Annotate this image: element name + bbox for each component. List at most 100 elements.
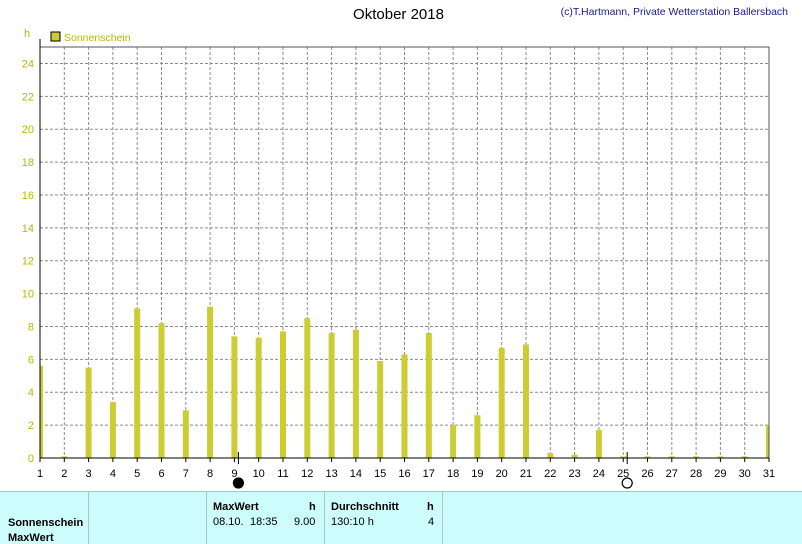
bar-day-7 [182,410,189,458]
maxwert-header: MaxWert [213,501,259,513]
bar-day-30 [741,456,748,458]
bar-day-19 [474,415,481,458]
maxwert-date: 08.10. [213,516,244,528]
y-unit-label: h [24,28,30,40]
x-tick-label: 18 [447,468,459,480]
bar-day-26 [644,456,651,458]
bar-day-14 [352,329,359,458]
y-tick-label: 14 [22,223,34,235]
x-tick-label: 7 [183,468,189,480]
copyright-text: (c)T.Hartmann, Private Wetterstation Bal… [560,6,788,18]
y-tick-label: 24 [22,58,34,70]
bar-day-5 [134,308,141,458]
x-tick-label: 9 [231,468,237,480]
full-moon-icon [621,477,633,489]
chart-bars [40,306,769,458]
maxwert-value: 9.00 [294,516,316,528]
x-tick-label: 22 [544,468,556,480]
row-label-maxwert: MaxWert [8,532,54,544]
durchschnitt-unit: h [427,501,434,513]
bar-day-28 [693,456,700,458]
x-tick-label: 30 [739,468,751,480]
y-tick-label: 10 [22,289,34,301]
x-tick-label: 25 [617,468,629,480]
legend-label: Sonnenschein [64,32,131,44]
bar-day-23 [571,454,578,458]
bar-day-27 [668,456,675,458]
chart-axes [39,39,770,462]
x-tick-label: 11 [277,468,288,480]
maxwert-time: 18:35 [250,516,278,528]
bar-day-31 [766,425,769,458]
x-tick-label: 24 [593,468,605,480]
row-label: Sonnenschein [8,517,84,529]
x-tick-label: 26 [641,468,653,480]
x-tick-label: 6 [158,468,164,480]
bar-day-11 [280,331,286,458]
y-tick-label: 4 [28,387,34,399]
bar-day-10 [255,337,262,458]
x-tick-labels: 1 2 3 4 5 6 7 8 9 10 11 12 13 14 15 16 17 18 19 20 21 22 23 24 2… [37,468,775,480]
x-tick-label: 5 [134,468,140,480]
x-tick-label: 31 [763,468,775,480]
bar-day-24 [595,430,602,458]
bar-day-21 [523,344,529,458]
x-tick-label: 12 [301,468,313,480]
y-tick-label: 6 [28,354,34,366]
y-tick-label: 8 [28,321,34,333]
x-tick-label: 21 [520,468,532,480]
bar-day-6 [158,323,165,458]
bar-day-12 [304,318,311,458]
x-tick-label: 3 [86,468,92,480]
bar-day-4 [109,402,116,458]
y-tick-label: 18 [22,157,34,169]
x-tick-label: 2 [61,468,67,480]
moon-phase-markers [232,452,633,489]
x-tick-label: 16 [398,468,410,480]
durchschnitt-count: 4 [428,516,435,528]
statistics-panel: Sonnenschein MaxWert MaxWert h 08.10. 18… [0,491,802,544]
bar-day-25 [620,456,627,458]
bar-day-16 [401,354,408,458]
bar-day-22 [547,453,554,458]
y-tick-label: 0 [28,453,34,465]
legend-swatch [50,31,61,42]
y-tick-label: 12 [22,256,34,268]
bar-day-9 [231,336,238,458]
bar-day-29 [717,456,724,458]
x-tick-label: 20 [496,468,508,480]
bar-day-13 [328,333,335,458]
y-tick-label: 20 [22,124,34,136]
bar-day-8 [207,306,214,458]
x-tick-label: 14 [350,468,362,480]
x-tick-label: 4 [110,468,116,480]
maxwert-unit: h [309,501,316,513]
x-tick-label: 29 [714,468,726,480]
x-tick-label: 15 [374,468,386,480]
x-tick-label: 23 [568,468,580,480]
x-tick-label: 28 [690,468,702,480]
x-tick-label: 17 [423,468,435,480]
bar-day-17 [425,333,432,458]
y-tick-label: 2 [28,420,34,432]
new-moon-icon [232,477,244,489]
durchschnitt-header: Durchschnitt [331,501,399,513]
x-tick-label: 13 [325,468,337,480]
x-tick-label: 8 [207,468,213,480]
bar-day-18 [450,425,457,458]
y-tick-label: 22 [22,91,34,103]
bar-day-3 [85,367,92,458]
durchschnitt-value: 130:10 h [331,516,374,528]
x-tick-label: 1 [37,468,43,480]
x-tick-label: 27 [666,468,678,480]
y-tick-label: 16 [22,190,34,202]
x-tick-label: 19 [471,468,483,480]
bar-day-15 [377,361,384,458]
chart-title: Oktober 2018 [353,6,444,23]
bar-day-1 [40,365,43,458]
bar-day-2 [61,456,68,458]
bar-day-20 [498,347,505,458]
x-tick-label: 10 [253,468,265,480]
